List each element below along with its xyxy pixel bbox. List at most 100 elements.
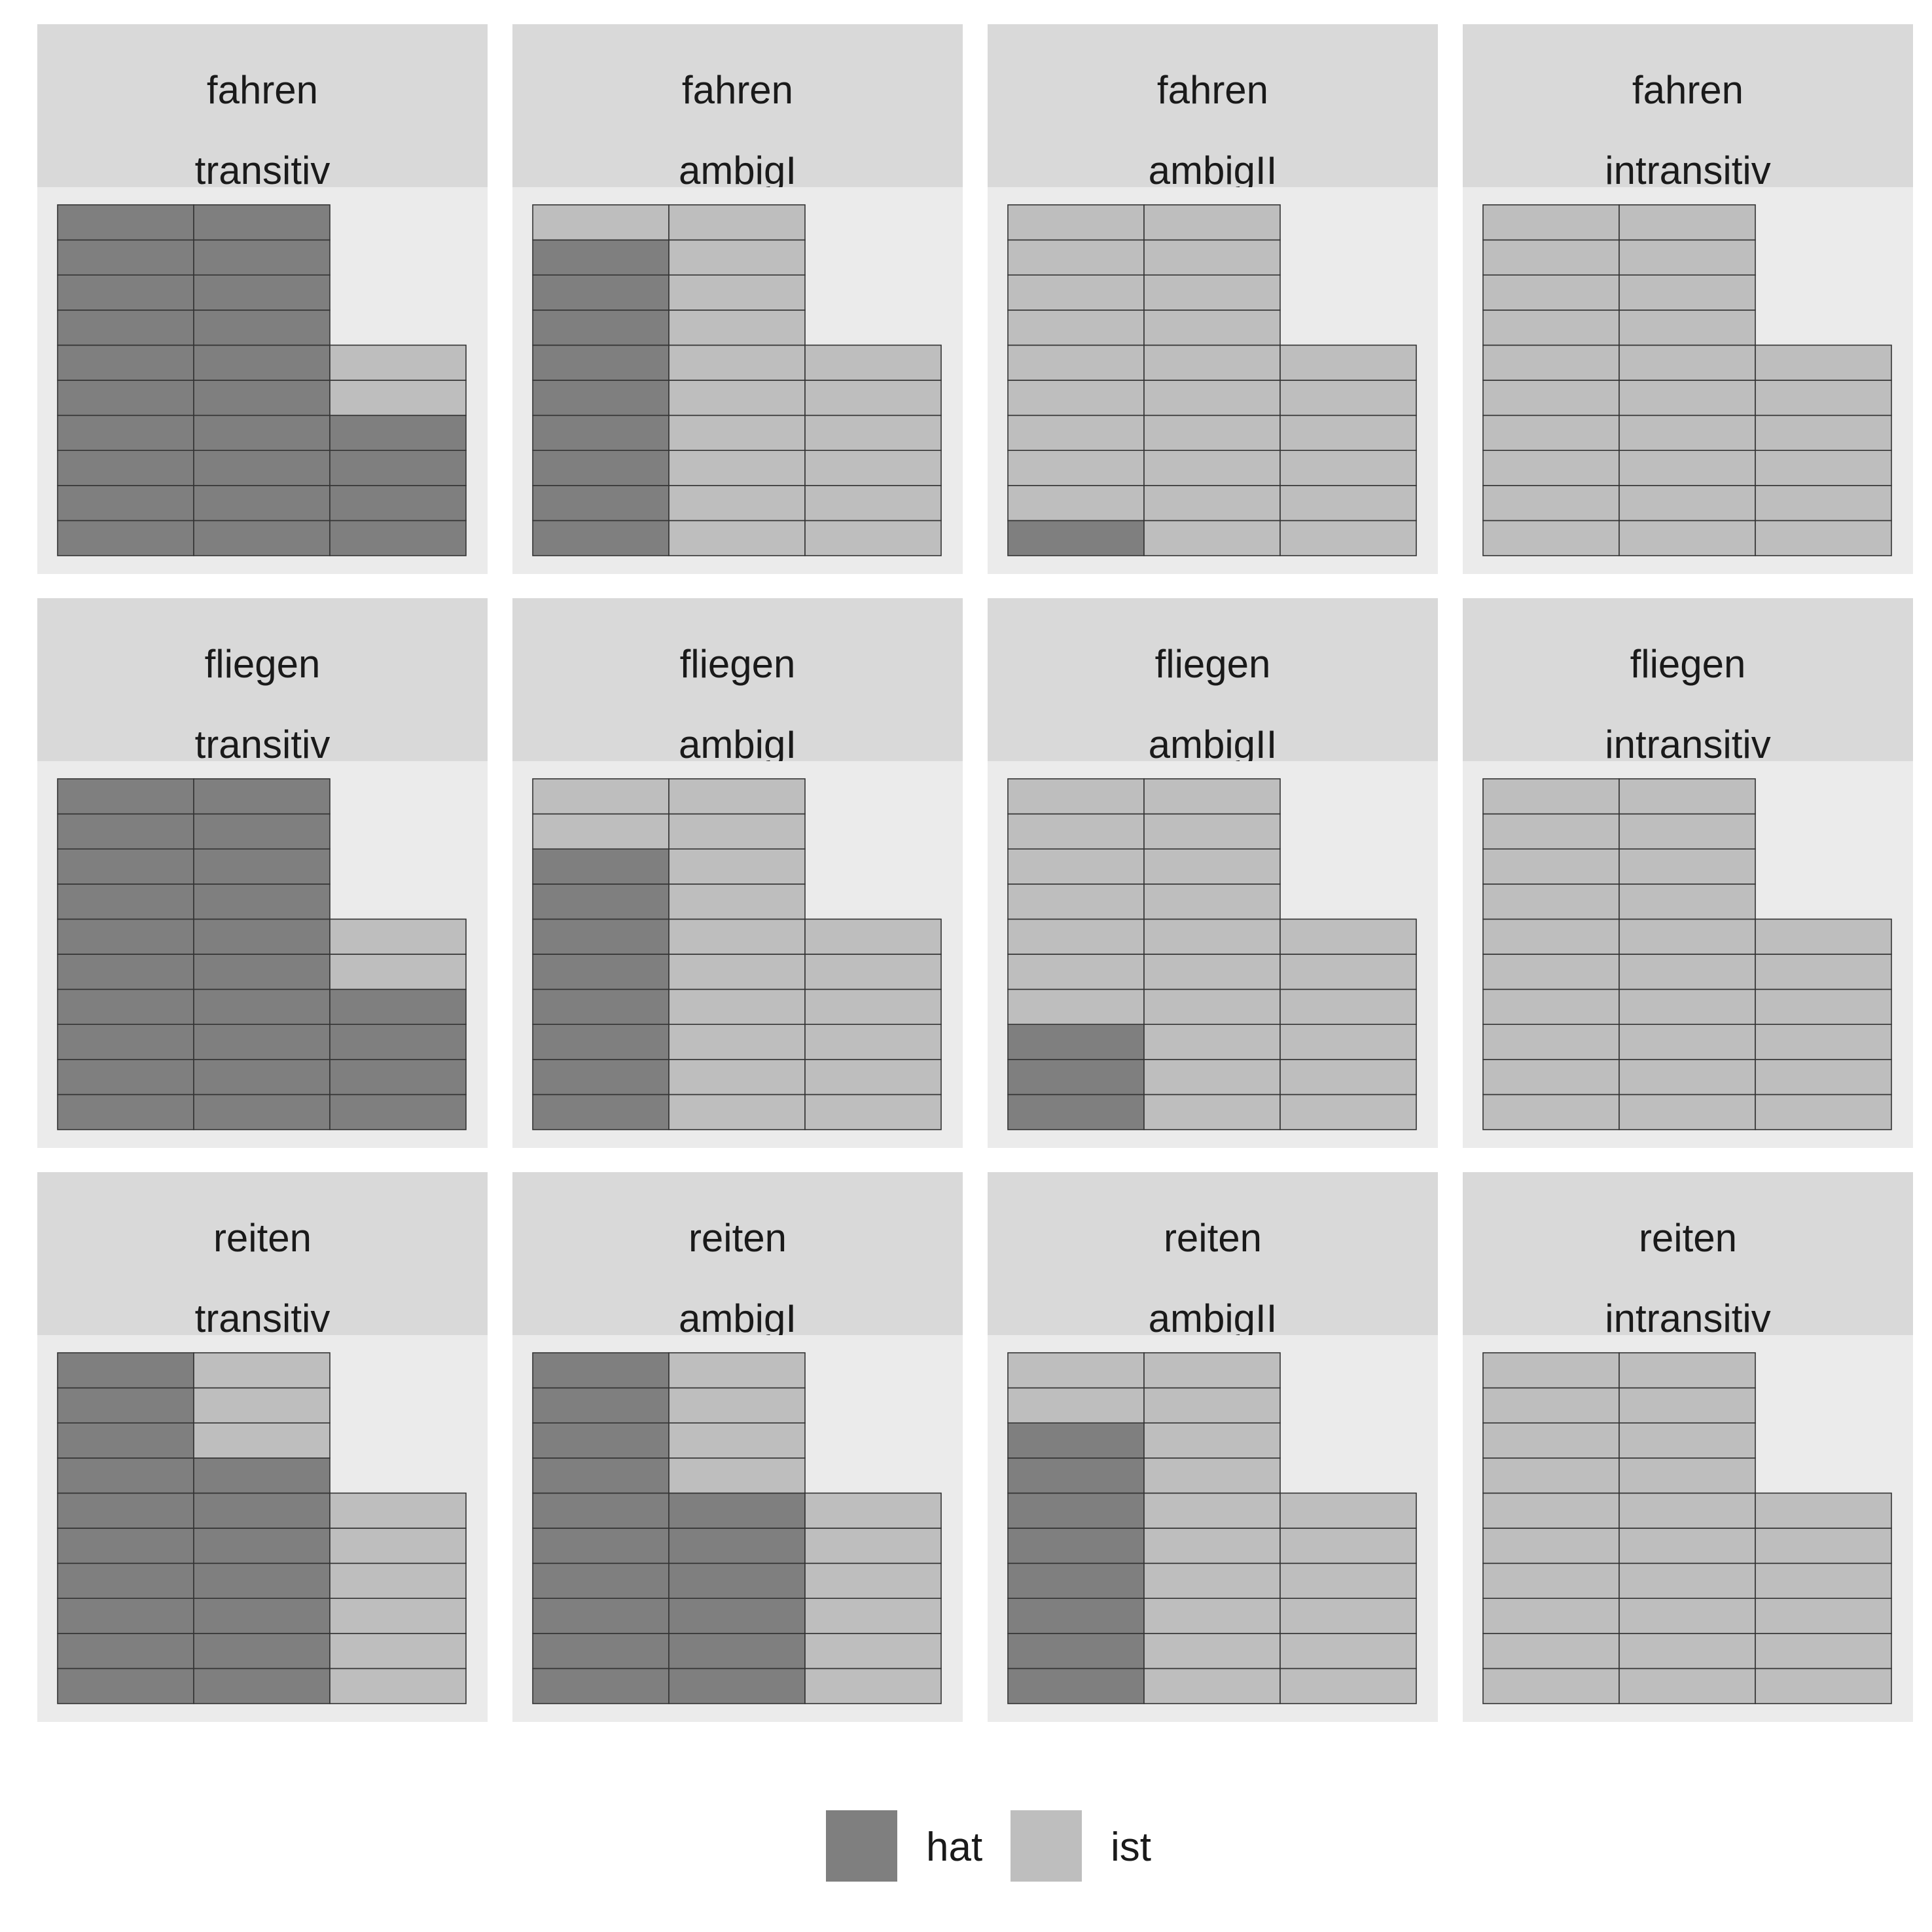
waffle-cell-ist bbox=[668, 344, 806, 381]
waffle-cell-hat bbox=[532, 988, 670, 1025]
waffle-cell-ist bbox=[1482, 884, 1620, 920]
legend-label-hat: hat bbox=[926, 1825, 982, 1870]
waffle-cell-ist bbox=[1007, 344, 1145, 381]
waffle-cell-ist bbox=[668, 204, 806, 241]
waffle-cell-hat bbox=[193, 380, 331, 416]
waffle-cell-hat bbox=[532, 344, 670, 381]
waffle-cell-hat bbox=[57, 309, 194, 346]
waffle-cell-ist bbox=[1007, 918, 1145, 955]
waffle-cell-ist bbox=[1755, 1668, 1892, 1704]
waffle-cell-hat bbox=[532, 884, 670, 920]
waffle-cell-hat bbox=[57, 484, 194, 522]
waffle-cell-ist bbox=[1619, 1422, 1756, 1459]
waffle-cell-hat bbox=[532, 1422, 670, 1459]
facet-label-condition: ambigI bbox=[679, 149, 796, 192]
waffle-cell-ist bbox=[1143, 884, 1281, 920]
waffle-cell-hat bbox=[532, 954, 670, 990]
waffle-cell-ist bbox=[804, 1633, 942, 1670]
waffle-cell-hat bbox=[532, 1387, 670, 1424]
facet-label-verb: reiten bbox=[689, 1216, 787, 1260]
facet-label-condition: transitiv bbox=[195, 149, 331, 192]
waffle-cell-ist bbox=[1143, 520, 1281, 556]
waffle-cell-hat bbox=[668, 1562, 806, 1600]
waffle-cell-hat bbox=[532, 1492, 670, 1529]
waffle-cell-ist bbox=[668, 520, 806, 556]
waffle-cell-ist bbox=[1279, 414, 1417, 451]
waffle-cell-ist bbox=[1755, 954, 1892, 990]
waffle-cell-hat bbox=[193, 1598, 331, 1634]
waffle-cell-hat bbox=[1007, 1633, 1145, 1670]
waffle-cell-ist bbox=[1279, 1059, 1417, 1096]
waffle-cell-hat bbox=[1007, 1458, 1145, 1494]
waffle-cell-ist bbox=[1482, 204, 1620, 241]
facet-panel-fliegen-ambigI: fliegen ambigI bbox=[512, 598, 963, 1148]
waffle-cell-ist bbox=[1755, 1059, 1892, 1096]
waffle-cell-ist bbox=[1007, 988, 1145, 1025]
waffle-cell-hat bbox=[532, 414, 670, 451]
waffle-cell-ist bbox=[1143, 1352, 1281, 1389]
waffle-cell-hat bbox=[193, 1024, 331, 1060]
waffle-cell-ist bbox=[1143, 1024, 1281, 1060]
waffle-cell-ist bbox=[193, 1352, 331, 1389]
waffle-cell-ist bbox=[1619, 1492, 1756, 1529]
waffle-cell-hat bbox=[668, 1668, 806, 1704]
waffle-cell-ist bbox=[668, 484, 806, 522]
waffle-cell-ist bbox=[804, 954, 942, 990]
waffle-cell-hat bbox=[57, 414, 194, 451]
facet-strip bbox=[37, 598, 488, 761]
waffle-cell-hat bbox=[532, 1528, 670, 1564]
waffle-cell-hat bbox=[1007, 1094, 1145, 1130]
waffle-cell-hat bbox=[57, 848, 194, 885]
waffle-cell-ist bbox=[1755, 450, 1892, 486]
waffle-cell-ist bbox=[1619, 414, 1756, 451]
waffle-cell-ist bbox=[1482, 380, 1620, 416]
waffle-cell-ist bbox=[1007, 204, 1145, 241]
waffle-cell-ist bbox=[1482, 1668, 1620, 1704]
waffle-cell-ist bbox=[804, 1094, 942, 1130]
waffle-cell-ist bbox=[1619, 1094, 1756, 1130]
waffle-cell-hat bbox=[193, 414, 331, 451]
waffle-cell-ist bbox=[1143, 1598, 1281, 1634]
waffle-cell-hat bbox=[532, 450, 670, 486]
waffle-cell-ist bbox=[804, 484, 942, 522]
waffle-cell-hat bbox=[532, 274, 670, 311]
waffle-cell-hat bbox=[532, 1458, 670, 1494]
waffle-cell-ist bbox=[1143, 380, 1281, 416]
waffle-cell-ist bbox=[1619, 1633, 1756, 1670]
waffle-cell-ist bbox=[1279, 1024, 1417, 1060]
facet-label-verb: reiten bbox=[1639, 1216, 1737, 1260]
waffle-cell-ist bbox=[668, 954, 806, 990]
waffle-cell-hat bbox=[57, 1422, 194, 1459]
waffle-cell-ist bbox=[1755, 988, 1892, 1025]
waffle-cell-ist bbox=[1279, 988, 1417, 1025]
waffle-cell-ist bbox=[668, 1387, 806, 1424]
facet-label-condition: ambigI bbox=[679, 1297, 796, 1340]
waffle-cell-ist bbox=[1755, 1598, 1892, 1634]
waffle-cell-ist bbox=[668, 1059, 806, 1096]
waffle-cell-ist bbox=[1482, 414, 1620, 451]
waffle-cell-ist bbox=[1482, 1633, 1620, 1670]
waffle-cell-ist bbox=[1619, 450, 1756, 486]
facet-strip bbox=[1463, 598, 1913, 761]
waffle-cell-ist bbox=[329, 954, 467, 990]
waffle-cell-ist bbox=[1482, 484, 1620, 522]
waffle-cell-ist bbox=[1482, 1598, 1620, 1634]
facet-strip bbox=[37, 1172, 488, 1335]
waffle-cell-hat bbox=[193, 520, 331, 556]
waffle-cell-ist bbox=[1007, 884, 1145, 920]
waffle-cell-ist bbox=[1482, 309, 1620, 346]
waffle-cell-hat bbox=[193, 1458, 331, 1494]
waffle-cell-ist bbox=[1143, 813, 1281, 850]
waffle-cell-ist bbox=[329, 1633, 467, 1670]
waffle-cell-ist bbox=[1755, 520, 1892, 556]
waffle-cell-ist bbox=[804, 918, 942, 955]
waffle-cell-ist bbox=[1143, 450, 1281, 486]
waffle-cell-ist bbox=[1619, 918, 1756, 955]
waffle-cell-hat bbox=[57, 1598, 194, 1634]
waffle-cell-ist bbox=[668, 1458, 806, 1494]
waffle-cell-ist bbox=[668, 813, 806, 850]
waffle-cell-ist bbox=[1482, 1528, 1620, 1564]
waffle-cell-ist bbox=[1143, 1562, 1281, 1600]
waffle-cell-ist bbox=[1143, 1668, 1281, 1704]
facet-panel-fahren-ambigI: fahren ambigI bbox=[512, 24, 963, 574]
